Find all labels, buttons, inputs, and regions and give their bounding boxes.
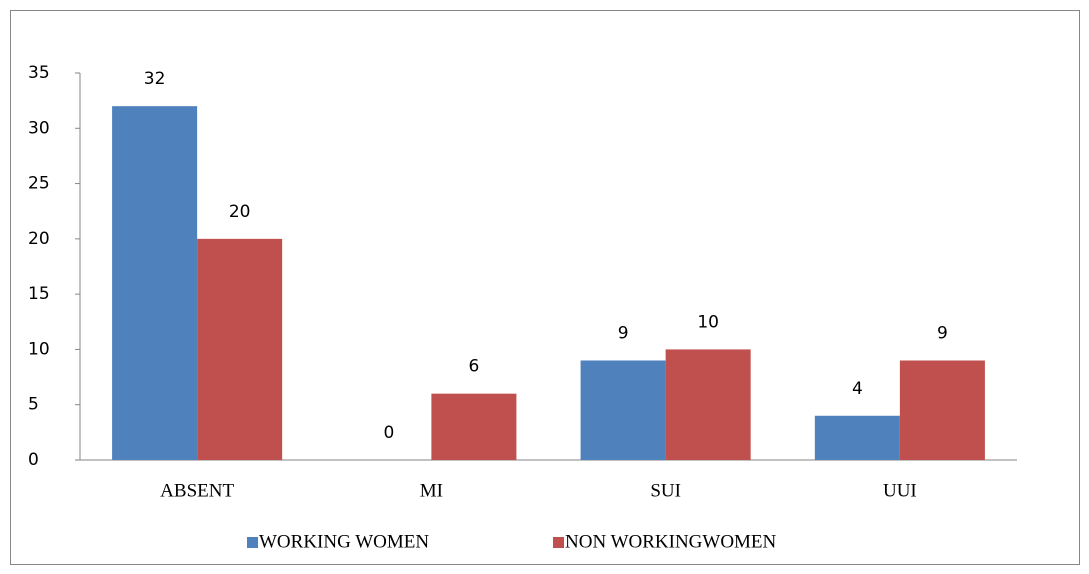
- bar: [580, 360, 666, 460]
- bar: [665, 349, 751, 460]
- bar: [814, 415, 900, 460]
- data-label: 20: [229, 202, 251, 222]
- bar: [197, 238, 283, 460]
- y-tick-label: 30: [28, 118, 50, 138]
- data-label: 4: [852, 379, 863, 399]
- data-label: 6: [468, 357, 479, 377]
- bar: [431, 393, 517, 460]
- legend-label: WORKING WOMEN: [259, 531, 429, 552]
- y-tick-label: 35: [28, 63, 50, 83]
- y-tick-label: 25: [28, 174, 50, 194]
- y-tick-label: 10: [28, 339, 50, 359]
- x-tick-label: MI: [420, 480, 443, 501]
- data-label: 0: [383, 423, 394, 443]
- data-label: 10: [697, 312, 719, 332]
- data-label: 9: [618, 323, 629, 343]
- x-tick-label: UUI: [883, 480, 917, 501]
- legend-label: NON WORKINGWOMEN: [565, 531, 777, 552]
- y-tick-label: 15: [28, 284, 50, 304]
- y-tick-label: 0: [28, 450, 39, 470]
- y-tick-label: 20: [28, 229, 50, 249]
- legend-swatch: [247, 537, 258, 548]
- data-label: 9: [937, 323, 948, 343]
- legend-swatch: [553, 537, 564, 548]
- data-label: 32: [144, 69, 166, 89]
- y-tick-label: 5: [28, 395, 39, 415]
- x-tick-label: SUI: [650, 480, 681, 501]
- x-tick-label: ABSENT: [160, 480, 234, 501]
- bar: [112, 106, 198, 461]
- bar: [899, 360, 985, 460]
